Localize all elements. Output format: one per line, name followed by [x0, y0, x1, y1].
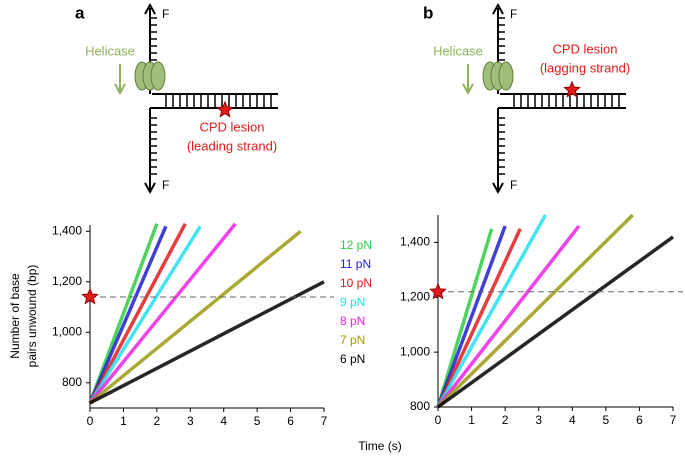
- legend-entry: 9 pN: [340, 295, 365, 309]
- arrow-head: [492, 182, 504, 195]
- lesion-label: CPD lesion: [552, 41, 617, 56]
- arrow-head: [114, 83, 126, 96]
- x-axis-title: Time (s): [358, 439, 402, 453]
- lesion-marker: [81, 287, 99, 305]
- x-tick-label: 7: [670, 413, 677, 427]
- y-tick-label: 1,400: [52, 223, 82, 237]
- helicase: [150, 61, 166, 91]
- force-label: F: [162, 178, 169, 192]
- y-tick-label: 1,000: [52, 324, 82, 338]
- lesion-star: [563, 80, 581, 98]
- trace: [436, 235, 675, 409]
- helicase: [498, 61, 514, 91]
- legend-entry: 11 pN: [340, 257, 371, 271]
- arrow-head: [144, 182, 156, 195]
- y-tick-label: 1,200: [400, 289, 430, 303]
- x-tick-label: 6: [636, 413, 643, 427]
- legend-entry: 7 pN: [340, 333, 365, 347]
- x-tick-label: 1: [120, 414, 127, 428]
- x-tick-label: 3: [187, 414, 194, 428]
- x-tick-label: 0: [87, 414, 94, 428]
- arrow-head: [144, 2, 156, 15]
- force-label: F: [510, 178, 517, 192]
- trace: [436, 213, 634, 409]
- lesion-label: (leading strand): [187, 138, 277, 153]
- x-tick-label: 3: [535, 413, 542, 427]
- legend-entry: 6 pN: [340, 352, 365, 366]
- x-tick-label: 2: [154, 414, 161, 428]
- trace: [88, 222, 187, 404]
- lesion-label: (lagging strand): [540, 60, 630, 75]
- trace: [89, 280, 325, 405]
- x-tick-label: 4: [220, 414, 227, 428]
- helicase-label: Helicase: [85, 43, 135, 58]
- y-tick-label: 1,400: [400, 235, 430, 249]
- y-tick-label: 1,000: [400, 344, 430, 358]
- panel-label: a: [75, 3, 85, 22]
- y-axis-title: Number of base: [8, 273, 22, 359]
- trace: [88, 225, 168, 404]
- y-tick-label: 1,200: [52, 274, 82, 288]
- arrow-head: [492, 2, 504, 15]
- x-tick-label: 7: [321, 414, 328, 428]
- lesion-label: CPD lesion: [199, 119, 264, 134]
- trace: [436, 227, 522, 408]
- trace: [436, 224, 581, 409]
- x-tick-label: 5: [254, 414, 261, 428]
- legend-entry: 12 pN: [340, 238, 372, 252]
- lesion-star: [216, 100, 234, 118]
- arrow-head: [462, 83, 474, 96]
- trace: [436, 225, 507, 408]
- force-label: F: [162, 7, 169, 21]
- x-tick-label: 6: [287, 414, 294, 428]
- y-tick-label: 800: [410, 399, 430, 413]
- lesion-marker: [429, 282, 447, 300]
- trace: [88, 225, 202, 404]
- trace: [88, 229, 302, 405]
- x-tick-label: 4: [569, 413, 576, 427]
- legend-entry: 10 pN: [340, 276, 372, 290]
- trace: [436, 228, 494, 408]
- helicase-label: Helicase: [433, 43, 483, 58]
- x-tick-label: 2: [502, 413, 509, 427]
- y-tick-label: 800: [62, 375, 82, 389]
- y-axis-title: pairs unwound (bp): [25, 265, 39, 368]
- trace: [436, 214, 547, 408]
- trace: [88, 222, 237, 405]
- x-tick-label: 0: [435, 413, 442, 427]
- x-tick-label: 5: [603, 413, 610, 427]
- legend-entry: 8 pN: [340, 314, 365, 328]
- panel-label: b: [423, 3, 433, 22]
- x-tick-label: 1: [468, 413, 475, 427]
- force-label: F: [510, 7, 517, 21]
